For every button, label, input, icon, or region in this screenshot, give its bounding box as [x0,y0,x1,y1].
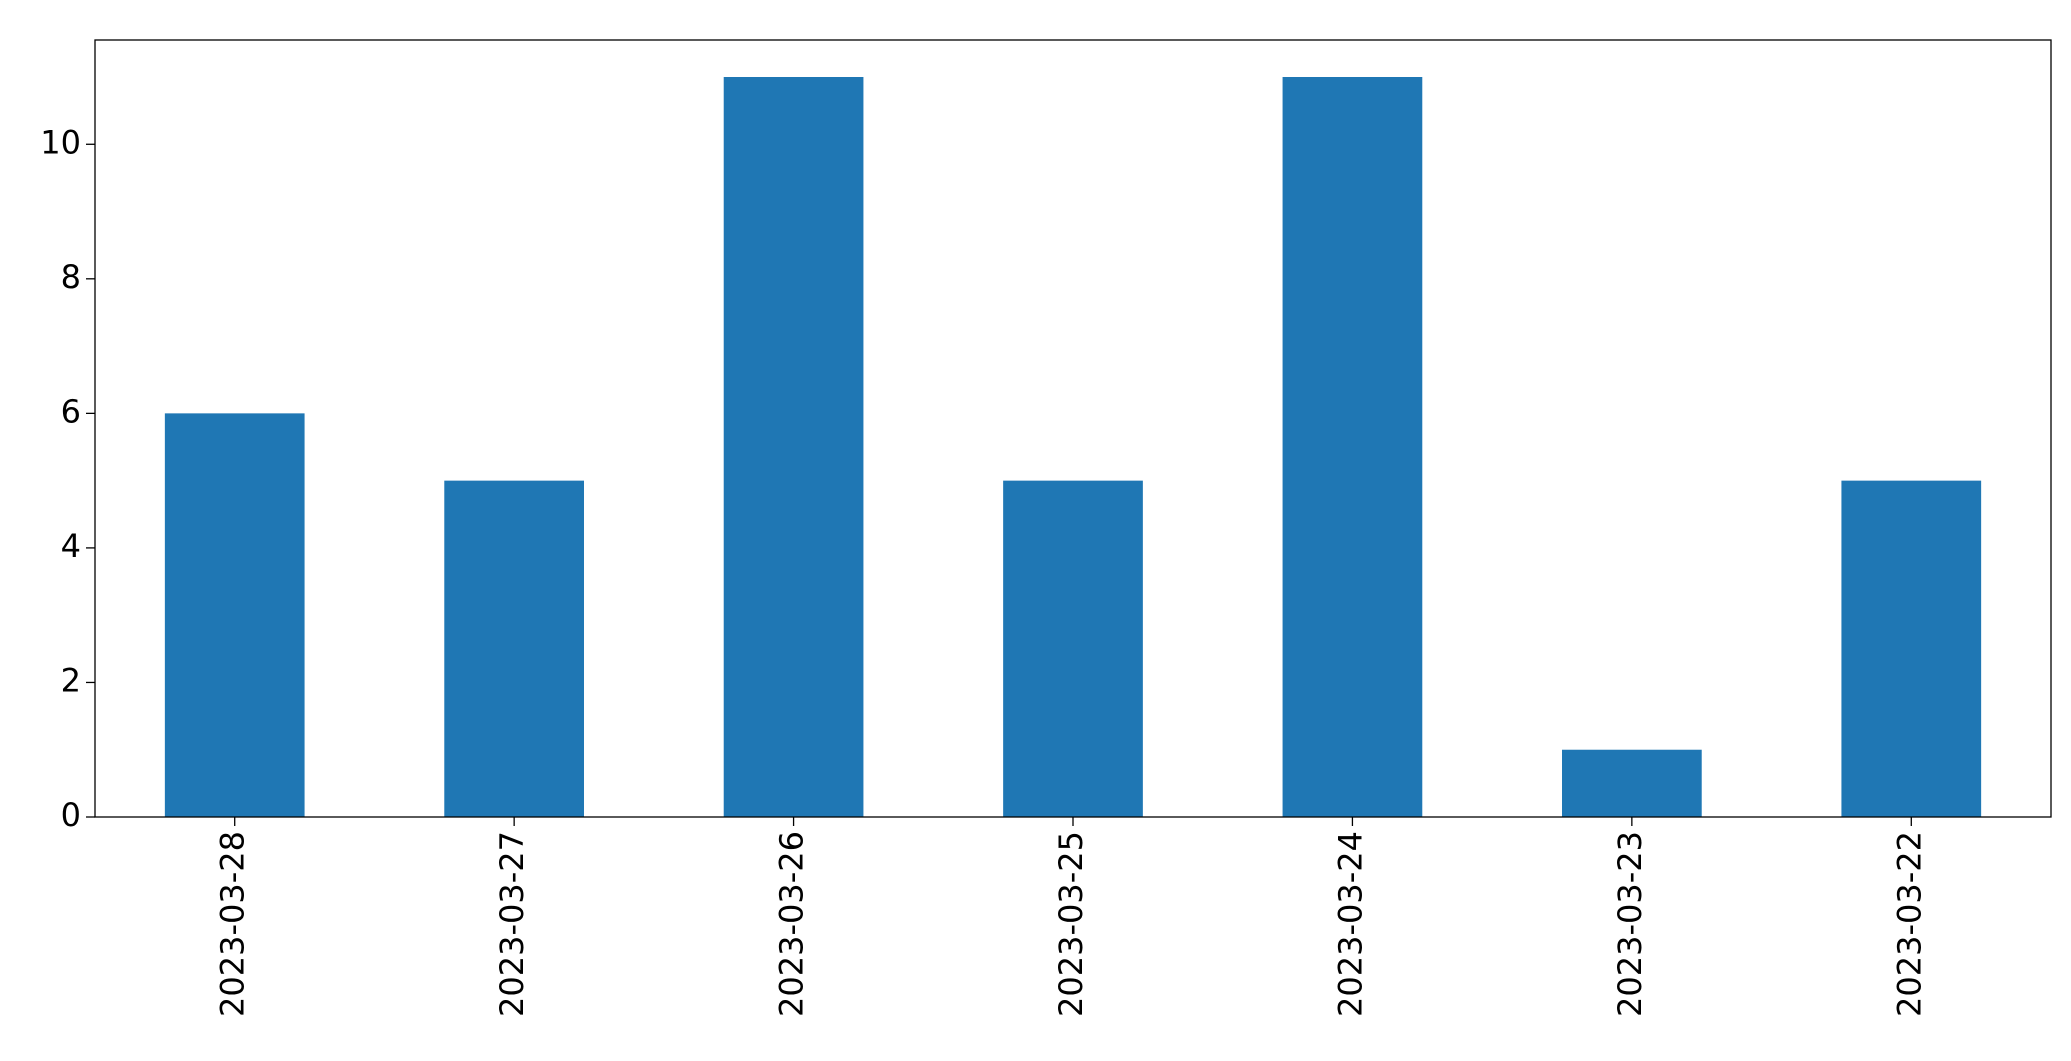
x-tick-label: 2023-03-28 [214,831,252,1017]
bar [1562,749,1702,817]
y-tick-label: 0 [61,796,81,834]
x-tick-label: 2023-03-23 [1611,831,1649,1017]
bar [1003,480,1143,817]
bar [1282,77,1423,817]
x-tick-label: 2023-03-24 [1331,831,1369,1017]
y-tick-label: 2 [61,661,81,699]
x-tick-label: 2023-03-22 [1890,831,1928,1017]
bar [164,413,305,817]
bar [444,480,584,817]
bar [723,77,864,817]
y-tick-label: 4 [61,527,81,565]
y-tick-label: 8 [61,258,81,296]
bar [1841,480,1982,817]
y-tick-label: 10 [40,123,81,161]
plot-frame [94,39,2052,818]
y-tick-label: 6 [61,392,81,430]
x-tick-label: 2023-03-26 [773,831,811,1017]
x-tick-label: 2023-03-27 [493,831,531,1017]
x-tick-label: 2023-03-25 [1052,831,1090,1017]
